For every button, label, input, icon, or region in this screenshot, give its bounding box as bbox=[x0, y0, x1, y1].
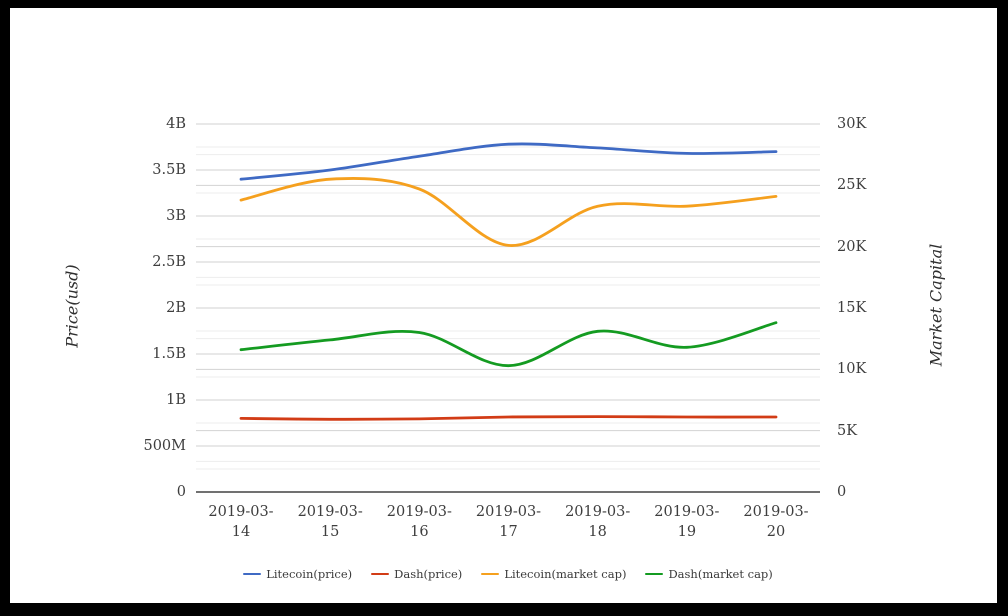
x-axis-tick: 2019-03- 18 bbox=[565, 502, 630, 542]
x-tick-line1: 2019-03- bbox=[208, 504, 274, 520]
x-tick-line1: 2019-03- bbox=[297, 504, 363, 520]
right-axis-tick: 5K bbox=[837, 422, 858, 439]
left-axis-tick: 4B bbox=[166, 116, 186, 132]
right-axis-tick: 15K bbox=[837, 300, 867, 316]
legend-line-swatch bbox=[371, 572, 390, 576]
x-tick-line2: 15 bbox=[320, 524, 340, 540]
left-axis-tick: 2B bbox=[166, 300, 186, 316]
right-axis-tick: 10K bbox=[837, 361, 867, 378]
left-axis-tick: 1.5B bbox=[152, 346, 186, 362]
x-tick-line2: 18 bbox=[588, 524, 607, 540]
chart-canvas bbox=[10, 8, 997, 603]
legend-item-litecoin-market-cap-[interactable]: Litecoin(market cap) bbox=[481, 568, 626, 580]
chart-legend: Litecoin(price) Dash(price) Litecoin(marke… bbox=[196, 565, 820, 583]
legend-line-swatch bbox=[645, 572, 664, 576]
right-axis-tick: 25K bbox=[837, 177, 867, 194]
legend-label: Dash(market cap) bbox=[668, 567, 773, 581]
left-axis-tick: 2.5B bbox=[152, 254, 186, 270]
legend-line-swatch bbox=[243, 572, 262, 576]
left-axis-tick: 3B bbox=[166, 208, 186, 224]
x-axis-tick: 2019-03- 20 bbox=[743, 502, 808, 542]
legend-line-swatch bbox=[481, 572, 500, 576]
x-axis-tick: 2019-03- 19 bbox=[654, 502, 719, 542]
left-axis-tick: 0 bbox=[176, 484, 186, 500]
right-axis-tick: 30K bbox=[837, 116, 867, 132]
x-tick-line2: 20 bbox=[766, 524, 786, 540]
right-axis-tick: 20K bbox=[837, 238, 867, 255]
x-tick-line1: 2019-03- bbox=[654, 504, 720, 520]
left-axis-tick: 3.5B bbox=[152, 162, 186, 178]
legend-item-dash-market-cap-[interactable]: Dash(market cap) bbox=[645, 567, 773, 581]
x-axis-tick: 2019-03- 15 bbox=[298, 502, 363, 542]
legend-label: Litecoin(market cap) bbox=[504, 567, 627, 581]
x-tick-line1: 2019-03- bbox=[743, 504, 809, 520]
x-axis-tick: 2019-03- 17 bbox=[476, 502, 541, 542]
x-tick-line2: 14 bbox=[231, 524, 251, 540]
x-tick-line2: 19 bbox=[677, 524, 697, 540]
left-axis-tick: 500M bbox=[143, 438, 186, 454]
x-axis-tick: 2019-03- 14 bbox=[208, 502, 273, 542]
series-line-dash-market-cap- bbox=[239, 321, 778, 368]
legend-label: Litecoin(price) bbox=[266, 567, 353, 581]
legend-item-dash-price-[interactable]: Dash(price) bbox=[371, 568, 462, 580]
x-tick-line1: 2019-03- bbox=[386, 504, 452, 520]
x-tick-line2: 16 bbox=[410, 524, 429, 540]
left-axis-title: Price(usd) bbox=[62, 264, 82, 348]
right-axis-tick: 0 bbox=[837, 484, 847, 500]
x-tick-line1: 2019-03- bbox=[475, 504, 542, 520]
x-tick-line1: 2019-03- bbox=[565, 504, 631, 520]
x-tick-line2: 17 bbox=[499, 524, 518, 540]
legend-item-litecoin-price-[interactable]: Litecoin(price) bbox=[243, 568, 352, 580]
left-axis-tick: 1B bbox=[166, 392, 186, 408]
series-line-dash-price- bbox=[239, 415, 778, 421]
series-line-litecoin-price- bbox=[239, 142, 778, 181]
x-axis-tick: 2019-03- 16 bbox=[387, 502, 452, 542]
right-axis-title: Market Capital bbox=[926, 243, 946, 367]
series-line-litecoin-market-cap- bbox=[239, 177, 778, 247]
legend-label: Dash(price) bbox=[394, 567, 463, 581]
